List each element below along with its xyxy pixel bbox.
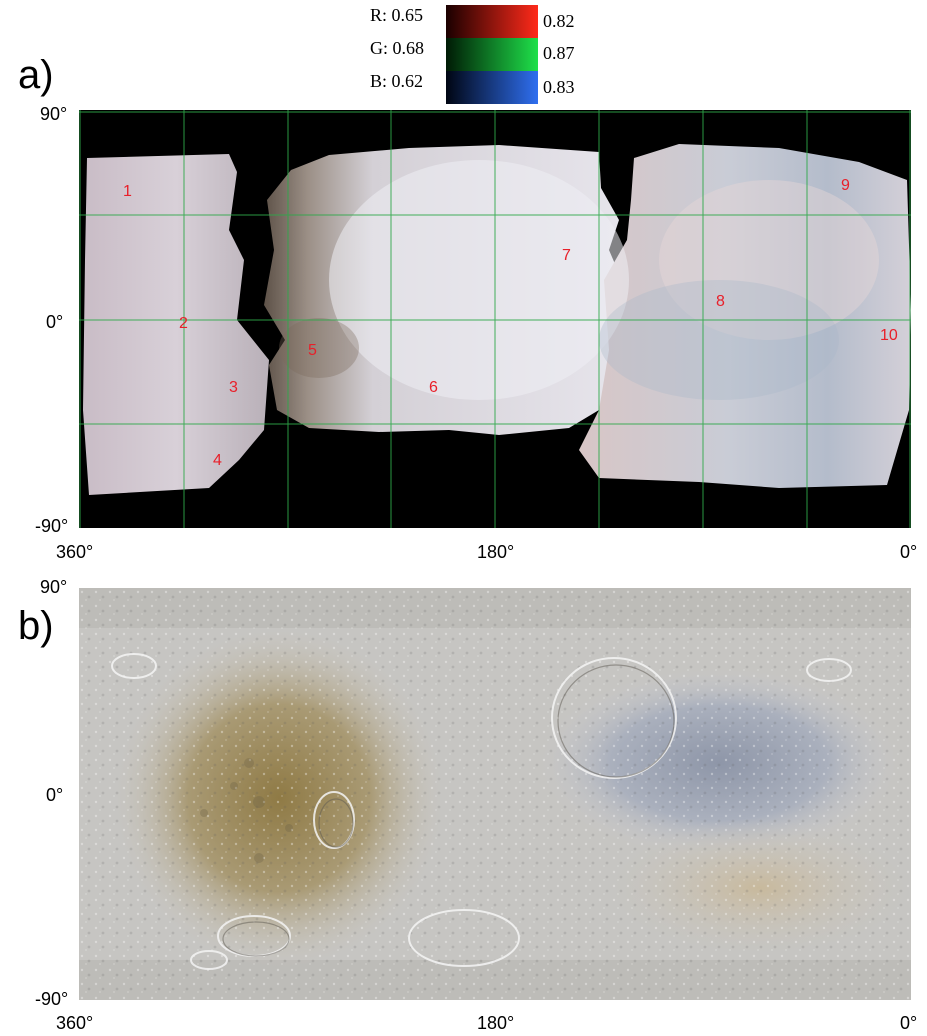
legend-r-min: R: 0.65 — [370, 5, 424, 25]
panel-a-letter: a) — [18, 53, 54, 97]
region-label-2: 2 — [179, 315, 188, 332]
region-label-9: 9 — [841, 177, 850, 194]
coverage-right — [579, 144, 911, 488]
legend-g-max: 0.87 — [543, 43, 575, 63]
panel-b-lon-right: 0° — [900, 1013, 918, 1033]
legend-b-min: B: 0.62 — [370, 71, 424, 91]
panel-b-lat-bottom: -90° — [35, 989, 69, 1009]
region-label-1: 1 — [123, 183, 132, 200]
panel-b-map — [79, 588, 911, 1000]
panel-b-lon-mid: 180° — [477, 1013, 515, 1033]
region-label-6: 6 — [429, 379, 438, 396]
crater-rims — [111, 653, 852, 970]
panel-b-lat-top: 90° — [40, 577, 68, 597]
region-label-10: 10 — [880, 327, 898, 344]
region-label-4: 4 — [213, 452, 222, 469]
legend-green-bar — [446, 38, 538, 71]
panel-a-lon-left: 360° — [56, 542, 94, 562]
panel-a-grid — [79, 110, 911, 528]
coverage-left — [83, 154, 269, 495]
legend-red-bar — [446, 5, 538, 38]
region-label-3: 3 — [229, 379, 238, 396]
panel-b-lon-left: 360° — [56, 1013, 94, 1033]
panel-a-lat-top: 90° — [40, 104, 68, 124]
region-label-8: 8 — [716, 293, 725, 310]
legend-blue-bar — [446, 71, 538, 104]
panel-b-lat-zero: 0° — [46, 785, 64, 805]
panel-a-lon-mid: 180° — [477, 542, 515, 562]
legend-g-min: G: 0.68 — [370, 38, 424, 58]
legend-r-max: 0.82 — [543, 11, 575, 31]
panel-b-letter: b) — [18, 604, 54, 648]
region-label-5: 5 — [308, 342, 317, 359]
panel-a-lon-right: 0° — [900, 542, 918, 562]
panel-a-lat-zero: 0° — [46, 312, 64, 332]
legend-b-max: 0.83 — [543, 77, 575, 97]
panel-a-map: 1 2 3 4 5 6 7 8 9 10 — [79, 110, 911, 528]
panel-a-lat-bottom: -90° — [35, 516, 69, 536]
region-label-7: 7 — [562, 247, 571, 264]
